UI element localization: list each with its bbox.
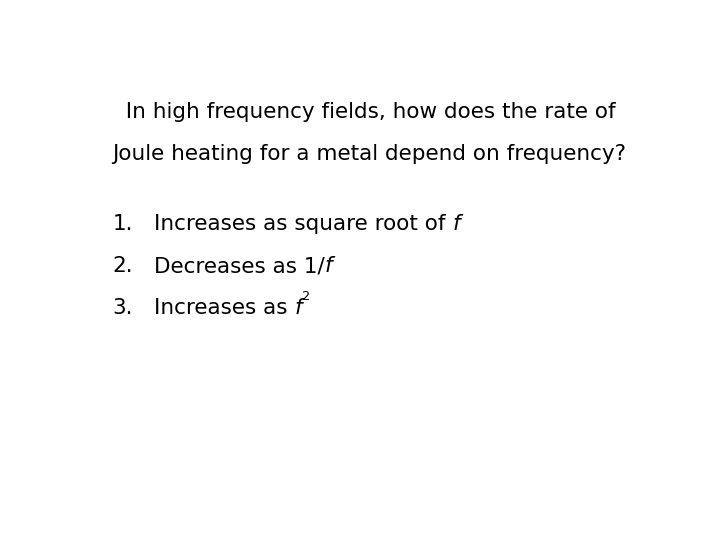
Text: 2.: 2. bbox=[112, 256, 133, 276]
Text: f: f bbox=[294, 298, 302, 318]
Text: 3.: 3. bbox=[112, 298, 132, 318]
Text: In high frequency fields, how does the rate of: In high frequency fields, how does the r… bbox=[112, 102, 616, 122]
Text: Decreases as 1/: Decreases as 1/ bbox=[154, 256, 325, 276]
Text: Increases as square root of: Increases as square root of bbox=[154, 214, 453, 234]
Text: Joule heating for a metal depend on frequency?: Joule heating for a metal depend on freq… bbox=[112, 144, 626, 164]
Text: Increases as: Increases as bbox=[154, 298, 294, 318]
Text: f: f bbox=[453, 214, 460, 234]
Text: f: f bbox=[325, 256, 333, 276]
Text: 1.: 1. bbox=[112, 214, 132, 234]
Text: 2: 2 bbox=[302, 290, 310, 303]
